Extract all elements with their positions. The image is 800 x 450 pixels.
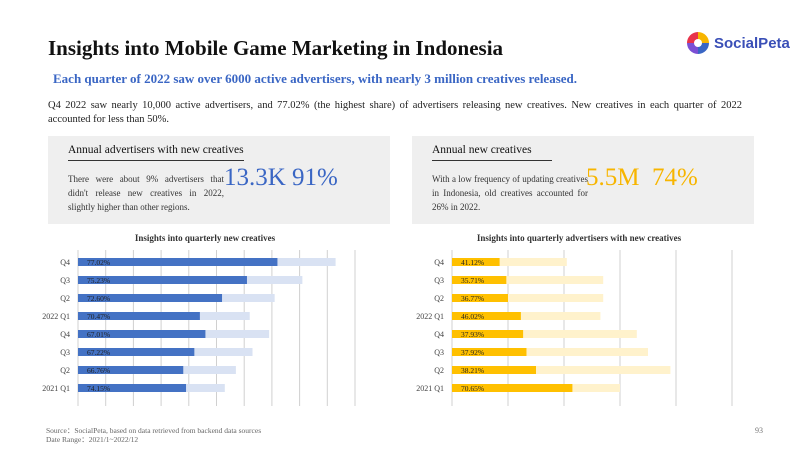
data-label: 66.76% bbox=[87, 366, 110, 375]
share-bar bbox=[452, 348, 527, 356]
data-label: 37.93% bbox=[461, 330, 484, 339]
share-bar bbox=[452, 366, 536, 374]
total-bar bbox=[452, 294, 604, 302]
share-bar bbox=[452, 312, 521, 320]
share-bar bbox=[452, 294, 508, 302]
source-note: Source：SocialPeta, based on data retriev… bbox=[46, 426, 262, 435]
y-tick-label: Q2 bbox=[434, 294, 444, 303]
brand-logo-icon bbox=[687, 32, 709, 54]
chart-title: Insights into quarterly advertisers with… bbox=[477, 233, 682, 243]
share-bar bbox=[452, 384, 573, 392]
y-tick-label: Q2 bbox=[60, 294, 70, 303]
data-label: 70.47% bbox=[87, 312, 110, 321]
y-tick-label: Q4 bbox=[60, 258, 70, 267]
card-title: Annual new creatives bbox=[432, 144, 532, 156]
data-label: 38.21% bbox=[461, 366, 484, 375]
data-label: 77.02% bbox=[87, 258, 110, 267]
share-bar bbox=[78, 276, 247, 284]
share-bar bbox=[78, 384, 187, 392]
share-bar bbox=[452, 276, 507, 284]
total-bar bbox=[452, 348, 648, 356]
page-title: Insights into Mobile Game Marketing in I… bbox=[48, 36, 504, 60]
y-tick-label: Q3 bbox=[434, 348, 444, 357]
data-label: 70.65% bbox=[461, 384, 484, 393]
page-subtitle: Each quarter of 2022 saw over 6000 activ… bbox=[53, 71, 578, 86]
share-bar bbox=[78, 294, 223, 302]
y-tick-label: Q4 bbox=[434, 258, 444, 267]
data-label: 46.02% bbox=[461, 312, 484, 321]
data-label: 72.60% bbox=[87, 294, 110, 303]
share-bar bbox=[78, 312, 200, 320]
card-title: Annual advertisers with new creatives bbox=[68, 144, 244, 156]
y-tick-label: 2021 Q1 bbox=[416, 384, 444, 393]
y-tick-label: Q2 bbox=[60, 366, 70, 375]
total-bar bbox=[452, 276, 604, 284]
data-label: 35.71% bbox=[461, 276, 484, 285]
data-label: 36.77% bbox=[461, 294, 484, 303]
total-bar bbox=[452, 330, 637, 338]
chart-quarterly-new-creatives: Insights into quarterly new creatives0 K… bbox=[42, 233, 356, 406]
card-text: There were about 9% advertisers that did… bbox=[68, 174, 224, 212]
share-bar bbox=[78, 366, 184, 374]
card-text: With a low frequency of updating creativ… bbox=[432, 174, 588, 212]
chart-quarterly-advertisers: Insights into quarterly advertisers with… bbox=[416, 233, 733, 406]
card-divider bbox=[68, 160, 244, 161]
brand-logo: SocialPeta bbox=[686, 30, 796, 56]
card-annual-creatives: Annual new creatives With a low frequenc… bbox=[412, 136, 754, 224]
card-divider bbox=[432, 160, 552, 161]
y-tick-label: 2022 Q1 bbox=[42, 312, 70, 321]
share-bar bbox=[452, 330, 524, 338]
total-bar bbox=[452, 258, 567, 266]
y-tick-label: 2021 Q1 bbox=[42, 384, 70, 393]
intro-paragraph: Q4 2022 saw nearly 10,000 active adverti… bbox=[48, 100, 742, 125]
data-label: 41.12% bbox=[461, 258, 484, 267]
card-stat: 13.3K 91% bbox=[224, 164, 338, 191]
data-label: 75.23% bbox=[87, 276, 110, 285]
y-tick-label: 2022 Q1 bbox=[416, 312, 444, 321]
y-tick-label: Q2 bbox=[434, 366, 444, 375]
y-tick-label: Q3 bbox=[434, 276, 444, 285]
chart-title: Insights into quarterly new creatives bbox=[135, 233, 276, 243]
y-tick-label: Q3 bbox=[60, 276, 70, 285]
total-bar bbox=[452, 312, 601, 320]
share-bar bbox=[78, 258, 278, 266]
y-tick-label: Q4 bbox=[60, 330, 70, 339]
y-tick-label: Q3 bbox=[60, 348, 70, 357]
card-stat: 5.5M 74% bbox=[586, 164, 698, 191]
share-bar bbox=[78, 348, 195, 356]
y-tick-label: Q4 bbox=[434, 330, 444, 339]
page-number: 93 bbox=[755, 426, 763, 435]
share-bar bbox=[78, 330, 206, 338]
total-bar bbox=[452, 366, 671, 374]
data-label: 67.01% bbox=[87, 330, 110, 339]
data-label: 37.92% bbox=[461, 348, 484, 357]
brand-name: SocialPeta bbox=[714, 34, 790, 52]
data-label: 67.22% bbox=[87, 348, 110, 357]
data-label: 74.15% bbox=[87, 384, 110, 393]
share-bar bbox=[452, 258, 500, 266]
footer-notes: Source：SocialPeta, based on data retriev… bbox=[46, 426, 261, 444]
date-range-note: Date Range：2021/1~2022/12 bbox=[46, 435, 139, 444]
card-annual-advertisers: Annual advertisers with new creatives Th… bbox=[48, 136, 390, 224]
